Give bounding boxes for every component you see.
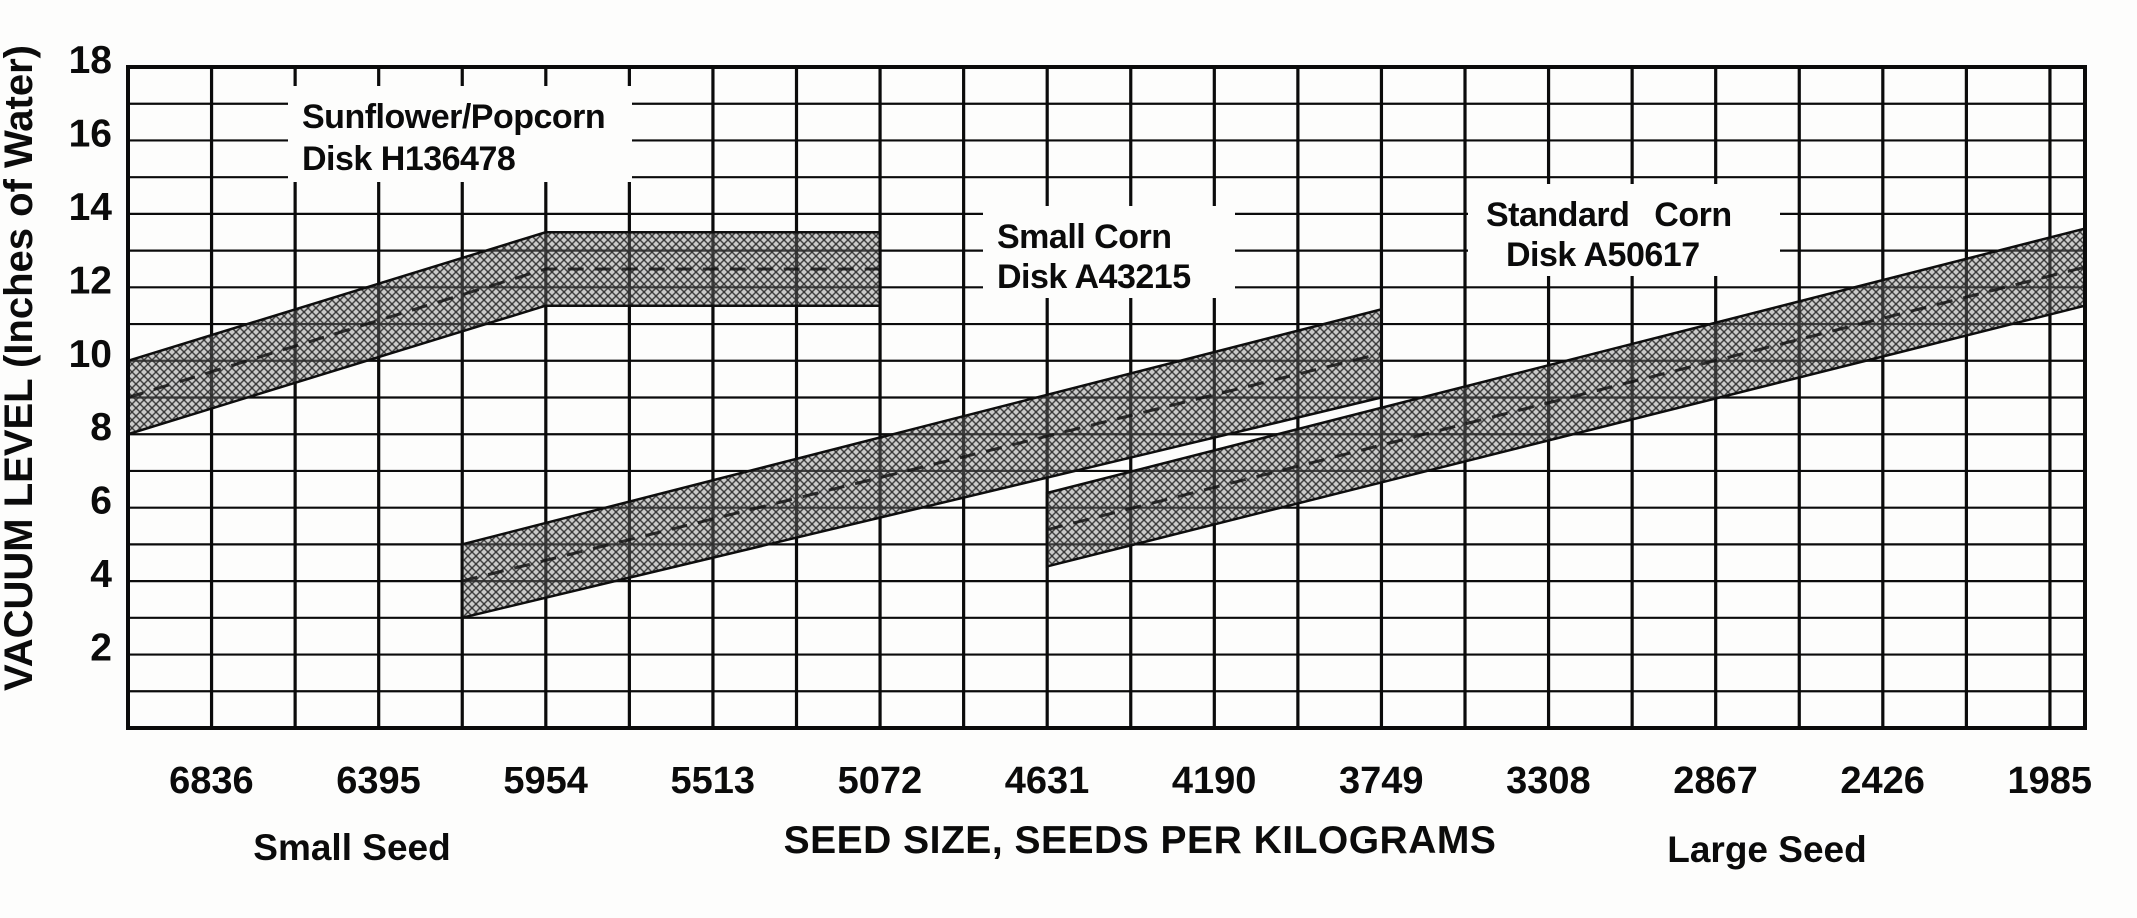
- x-axis-title: SEED SIZE, SEEDS PER KILOGRAMS: [784, 819, 1497, 862]
- x-tick-label: 5513: [671, 760, 756, 802]
- small-corn-label-mask: [983, 206, 1235, 298]
- y-axis-title: VACUUM LEVEL (Inches of Water): [0, 45, 41, 691]
- band-label-masks: [288, 86, 1780, 298]
- x-axis-tick-labels: 6836 6395 5954 5513 5072 4631 4190 3749 3308 2867…: [169, 760, 2092, 802]
- x-tick-label: 3749: [1339, 760, 1424, 802]
- y-tick-label: 12: [69, 259, 112, 302]
- y-tick-label: 16: [69, 112, 112, 155]
- sunflower-label-mask: [288, 86, 632, 182]
- y-tick-label: 6: [90, 480, 112, 523]
- x-tick-label: 5954: [503, 760, 588, 802]
- small-corn-band-label-line1: Small Corn: [997, 218, 1171, 256]
- y-axis-tick-labels: 18 16 14 12 10 8 6 4 2: [69, 39, 113, 670]
- y-tick-label: 10: [69, 333, 112, 376]
- small-corn-band-label-line2: Disk A43215: [997, 258, 1191, 296]
- x-tick-label: 6395: [336, 760, 421, 802]
- x-tick-label: 4631: [1005, 760, 1090, 802]
- x-tick-label: 2426: [1840, 760, 1925, 802]
- large-seed-annotation: Large Seed: [1667, 829, 1866, 870]
- band-1-area: [460, 307, 1383, 620]
- band-2-centerline: [1046, 265, 2086, 532]
- y-tick-label: 8: [90, 406, 112, 449]
- bands: [126, 226, 2087, 620]
- x-tick-label: 1985: [2008, 760, 2093, 802]
- band-0-area: [126, 231, 882, 436]
- sunflower-band-label-line1: Sunflower/Popcorn: [302, 98, 605, 136]
- y-tick-label: 14: [69, 186, 113, 229]
- x-tick-label: 5072: [838, 760, 923, 802]
- sunflower-band-label-line2: Disk H136478: [302, 140, 515, 178]
- standard-corn-band-label-line1: Standard Corn: [1486, 196, 1732, 234]
- band-labels: Sunflower/Popcorn Disk H136478 Small Cor…: [302, 98, 1732, 296]
- standard-corn-label-mask: [1468, 184, 1780, 276]
- small-seed-annotation: Small Seed: [253, 827, 450, 868]
- standard-corn-band-label-line2: Disk A50617: [1506, 236, 1700, 274]
- x-tick-label: 6836: [169, 760, 254, 802]
- y-tick-label: 2: [90, 627, 112, 670]
- y-tick-label: 18: [69, 39, 112, 82]
- y-tick-label: 4: [90, 553, 112, 596]
- x-tick-label: 2867: [1673, 760, 1758, 802]
- x-tick-label: 3308: [1506, 760, 1591, 802]
- band-0-centerline: [127, 267, 880, 399]
- x-tick-label: 4190: [1172, 760, 1257, 802]
- band-1-centerline: [461, 351, 1382, 583]
- plot-border: [126, 65, 2087, 730]
